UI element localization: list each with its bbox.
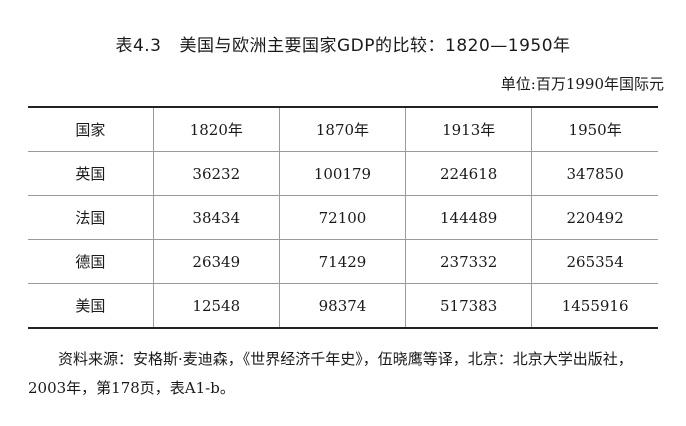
- header-1950: 1950年: [531, 107, 658, 152]
- country-cell: 德国: [28, 239, 154, 284]
- gdp-cell: 144489: [405, 195, 532, 240]
- gdp-cell: 265354: [531, 239, 658, 284]
- gdp-table: 国家 1820年 1870年 1913年 1950年 英国 36232 1001…: [28, 106, 658, 329]
- gdp-cell: 71429: [278, 239, 406, 284]
- gdp-cell: 98374: [278, 283, 406, 328]
- gdp-cell: 36232: [152, 151, 280, 196]
- country-cell: 法国: [28, 195, 154, 240]
- gdp-cell: 237332: [405, 239, 532, 284]
- gdp-cell: 1455916: [531, 283, 658, 328]
- unit-note: 单位:百万1990年国际元: [500, 75, 664, 93]
- source-note: 资料来源：安格斯·麦迪森，《世界经济千年史》，伍晓鹰等译，北京：北京大学出版社，…: [28, 350, 633, 397]
- gdp-cell: 26349: [152, 239, 280, 284]
- table-header-row: 国家 1820年 1870年 1913年 1950年: [28, 107, 658, 152]
- gdp-cell: 517383: [405, 283, 532, 328]
- gdp-cell: 72100: [278, 195, 406, 240]
- gdp-cell: 100179: [278, 151, 406, 196]
- header-1820: 1820年: [152, 107, 280, 152]
- table-number: 表4.3: [115, 36, 162, 56]
- table-title: 表4.3 美国与欧洲主要国家GDP的比较：1820—1950年: [0, 31, 686, 56]
- header-1870: 1870年: [278, 107, 406, 152]
- table-row: 德国 26349 71429 237332 265354: [28, 239, 658, 284]
- gdp-cell: 224618: [405, 151, 532, 196]
- table-row: 美国 12548 98374 517383 1455916: [28, 283, 658, 328]
- table-title-text: 美国与欧洲主要国家GDP的比较：1820—1950年: [179, 36, 571, 56]
- gdp-cell: 220492: [531, 195, 658, 240]
- gdp-cell: 347850: [531, 151, 658, 196]
- country-cell: 英国: [28, 151, 154, 196]
- header-country: 国家: [28, 107, 154, 152]
- table-row: 英国 36232 100179 224618 347850: [28, 151, 658, 196]
- header-1913: 1913年: [405, 107, 532, 152]
- country-cell: 美国: [75, 297, 106, 315]
- gdp-cell: 12548: [152, 283, 280, 328]
- gdp-cell: 38434: [152, 195, 280, 240]
- table-row: 法国 38434 72100 144489 220492: [28, 195, 658, 240]
